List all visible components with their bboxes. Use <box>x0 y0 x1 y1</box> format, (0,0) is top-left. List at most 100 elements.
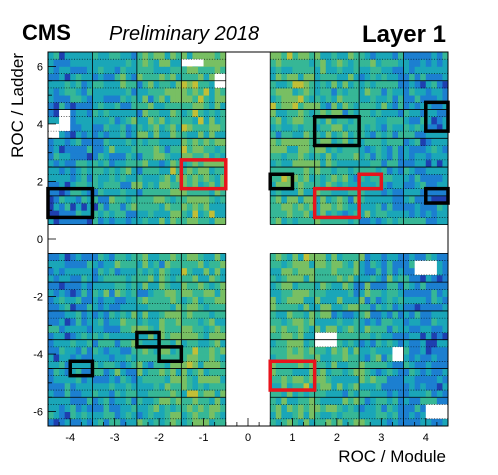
heatmap-cell <box>109 138 116 146</box>
heatmap-cell <box>136 390 143 398</box>
heatmap-cell <box>64 339 71 348</box>
heatmap-cell <box>336 411 343 420</box>
heatmap-cell <box>203 123 210 132</box>
heatmap-cell <box>109 159 116 168</box>
heatmap-cell <box>442 354 449 362</box>
heatmap-cell <box>181 138 188 146</box>
heatmap-cell <box>275 318 282 326</box>
heatmap-cell <box>331 195 338 204</box>
heatmap-cell <box>86 116 93 125</box>
y-tick-label: -2 <box>33 292 43 304</box>
heatmap-cell <box>314 217 321 226</box>
heatmap-cell <box>442 274 449 283</box>
heatmap-cell <box>392 289 399 297</box>
heatmap-cell <box>275 375 282 384</box>
heatmap-cell <box>314 73 321 82</box>
heatmap-cell <box>359 167 366 175</box>
heatmap-cell <box>214 167 221 175</box>
heatmap-cell <box>181 174 188 182</box>
heatmap-cell <box>348 159 354 168</box>
heatmap-cell <box>348 95 354 103</box>
heatmap-cell <box>75 253 82 261</box>
heatmap-cell <box>336 181 343 190</box>
heatmap-cell <box>209 361 216 369</box>
heatmap-cell <box>375 318 382 326</box>
heatmap-cell <box>109 109 116 118</box>
heatmap-cell <box>48 210 54 218</box>
heatmap-cell <box>325 109 332 118</box>
heatmap-cell <box>86 267 93 276</box>
heatmap-cell <box>86 253 93 261</box>
heatmap-cell <box>375 375 382 384</box>
heatmap-cell <box>203 195 210 204</box>
heatmap-cell <box>81 267 88 276</box>
heatmap-cell <box>398 210 404 218</box>
heatmap-cell <box>364 59 371 67</box>
heatmap-cell <box>342 411 349 420</box>
heatmap-cell <box>109 145 116 154</box>
heatmap-cell <box>164 375 171 384</box>
heatmap-cell <box>209 303 216 312</box>
heatmap-cell <box>442 174 449 182</box>
heatmap-cell <box>148 145 154 154</box>
heatmap-cell <box>386 109 393 118</box>
heatmap-cell <box>125 397 132 405</box>
heatmap-cell <box>370 418 377 427</box>
heatmap-cell <box>436 346 443 355</box>
heatmap-cell <box>131 390 138 398</box>
heatmap-cell <box>309 87 316 96</box>
heatmap-cell <box>136 296 143 305</box>
heatmap-cell <box>281 339 288 348</box>
heatmap-cell <box>181 267 188 276</box>
heatmap-cell <box>109 332 116 341</box>
heatmap-cell <box>425 59 432 67</box>
heatmap-cell <box>292 73 299 82</box>
heatmap-cell <box>175 332 182 341</box>
heatmap-cell <box>92 375 99 384</box>
heatmap-cell <box>420 159 427 168</box>
heatmap-cell <box>414 339 421 348</box>
heatmap-cell <box>81 195 88 204</box>
heatmap-cell <box>125 181 132 190</box>
heatmap-cell <box>386 102 393 110</box>
heatmap-cell <box>220 282 227 290</box>
heatmap-cell <box>181 282 188 290</box>
heatmap-cell <box>198 411 204 420</box>
heatmap-cell <box>270 404 277 413</box>
heatmap-cell <box>303 354 310 362</box>
heatmap-cell <box>109 303 116 312</box>
heatmap-cell <box>98 152 104 161</box>
heatmap-cell <box>75 318 82 326</box>
heatmap-cell <box>103 253 110 261</box>
heatmap-cell <box>431 52 438 60</box>
heatmap-cell <box>136 267 143 276</box>
heatmap-cell <box>109 368 116 377</box>
heatmap-cell <box>186 397 193 405</box>
heatmap-cell <box>281 52 288 60</box>
heatmap-cell <box>386 116 393 125</box>
heatmap-cell <box>120 145 127 154</box>
heatmap-cell <box>114 282 121 290</box>
heatmap-cell <box>409 80 416 89</box>
heatmap-cell <box>325 310 332 319</box>
heatmap-cell <box>70 346 77 355</box>
heatmap-cell <box>270 145 277 154</box>
heatmap-cell <box>381 296 388 305</box>
heatmap-cell <box>53 174 60 182</box>
heatmap-cell <box>270 210 277 218</box>
heatmap-cell <box>431 375 438 384</box>
heatmap-cell <box>170 325 177 333</box>
heatmap-cell <box>125 131 132 139</box>
heatmap-cell <box>214 361 221 369</box>
heatmap-cell <box>270 411 277 420</box>
heatmap-cell <box>81 282 88 290</box>
heatmap-cell <box>125 152 132 161</box>
heatmap-cell <box>320 282 327 290</box>
heatmap-cell <box>209 123 216 132</box>
heatmap-cell <box>431 195 438 204</box>
heatmap-cell <box>392 109 399 118</box>
heatmap-cell <box>303 274 310 283</box>
heatmap-cell <box>125 368 132 377</box>
heatmap-cell <box>175 80 182 89</box>
heatmap-cell <box>359 332 366 341</box>
